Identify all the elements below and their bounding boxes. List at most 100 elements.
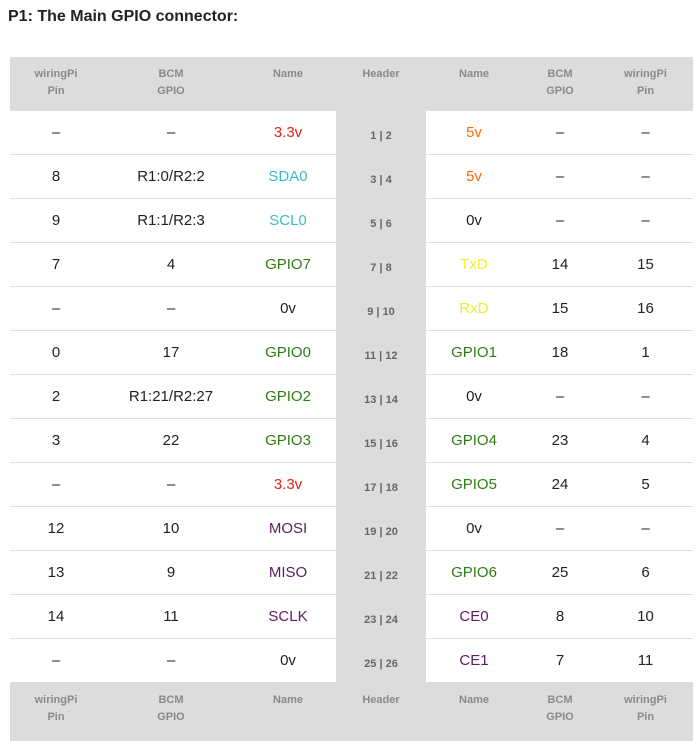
wiringpi-pin-right: – bbox=[598, 154, 693, 199]
table-row: 3 22 GPIO3 15 | 16 GPIO4 23 4 bbox=[10, 418, 693, 463]
bcm-gpio-right: 18 bbox=[522, 330, 598, 375]
bcm-gpio-left: 22 bbox=[102, 418, 240, 463]
bcm-gpio-left: 9 bbox=[102, 550, 240, 595]
header-pins: 23 | 24 bbox=[336, 594, 426, 639]
wiringpi-pin-left: 13 bbox=[10, 550, 102, 595]
pin-name-left: SDA0 bbox=[240, 154, 336, 199]
table-row: 8 R1:0/R2:2 SDA0 3 | 4 5v – – bbox=[10, 154, 693, 199]
bcm-gpio-left: R1:0/R2:2 bbox=[102, 154, 240, 199]
table-row: – –0v 9 | 10 RxD 15 16 bbox=[10, 286, 693, 331]
col-footer-wiringpi-right: wiringPi Pin bbox=[598, 682, 693, 741]
bcm-gpio-right: 7 bbox=[522, 638, 598, 683]
col-footer-bcm-left: BCM GPIO bbox=[102, 682, 240, 741]
wiringpi-pin-left: 7 bbox=[10, 242, 102, 287]
gpio-pinout-table: wiringPi Pin BCM GPIO Name Header Name B… bbox=[10, 57, 693, 741]
pin-name-left: GPIO3 bbox=[240, 418, 336, 463]
wiringpi-pin-right: 5 bbox=[598, 462, 693, 507]
bcm-gpio-left: – bbox=[102, 109, 240, 155]
wiringpi-pin-left: – bbox=[10, 462, 102, 507]
header-pins: 19 | 20 bbox=[336, 506, 426, 551]
bcm-gpio-left: – bbox=[102, 286, 240, 331]
col-footer-wiringpi-left: wiringPi Pin bbox=[10, 682, 102, 741]
wiringpi-pin-left: 12 bbox=[10, 506, 102, 551]
pin-name-right: CE0 bbox=[426, 594, 522, 639]
pin-name-right: GPIO5 bbox=[426, 462, 522, 507]
bcm-gpio-right: 15 bbox=[522, 286, 598, 331]
pin-name-left: GPIO7 bbox=[240, 242, 336, 287]
table-row: – –3.3v 17 | 18 GPIO5 24 5 bbox=[10, 462, 693, 507]
bcm-gpio-left: R1:21/R2:27 bbox=[102, 374, 240, 419]
col-footer-name-right: Name bbox=[426, 682, 522, 741]
bcm-gpio-right: – bbox=[522, 109, 598, 155]
pin-name-left: 0v bbox=[240, 286, 336, 331]
table-body: – –3.3v 1 | 2 5v – –8 R1:0/R2:2 SDA0 3 | 4 5v – –9 R… bbox=[10, 109, 693, 683]
wiringpi-pin-right: 15 bbox=[598, 242, 693, 287]
col-header-bcm-left: BCM GPIO bbox=[102, 57, 240, 110]
wiringpi-pin-right: 11 bbox=[598, 638, 693, 683]
page-title: P1: The Main GPIO connector: bbox=[8, 8, 239, 25]
table-row: 9 R1:1/R2:3 SCL0 5 | 6 0v – – bbox=[10, 198, 693, 243]
pin-name-left: SCLK bbox=[240, 594, 336, 639]
col-header-wiringpi-left: wiringPi Pin bbox=[10, 57, 102, 110]
bcm-gpio-left: 17 bbox=[102, 330, 240, 375]
wiringpi-pin-left: 14 bbox=[10, 594, 102, 639]
table-footer: wiringPi Pin BCM GPIO Name Header Name B… bbox=[10, 682, 693, 741]
header-pins: 5 | 6 bbox=[336, 198, 426, 243]
pin-name-left: MISO bbox=[240, 550, 336, 595]
bcm-gpio-left: R1:1/R2:3 bbox=[102, 198, 240, 243]
table-row: 2 R1:21/R2:27 GPIO2 13 | 14 0v – – bbox=[10, 374, 693, 419]
table-row: – –3.3v 1 | 2 5v – – bbox=[10, 109, 693, 155]
wiringpi-pin-right: 6 bbox=[598, 550, 693, 595]
header-pins: 11 | 12 bbox=[336, 330, 426, 375]
bcm-gpio-right: 24 bbox=[522, 462, 598, 507]
col-header-name-left: Name bbox=[240, 57, 336, 110]
footer-row: wiringPi Pin BCM GPIO Name Header Name B… bbox=[10, 682, 693, 741]
header-pins: 3 | 4 bbox=[336, 154, 426, 199]
pin-name-right: GPIO4 bbox=[426, 418, 522, 463]
bcm-gpio-right: 14 bbox=[522, 242, 598, 287]
table-row: – –0v 25 | 26 CE1 7 11 bbox=[10, 638, 693, 683]
wiringpi-pin-left: 9 bbox=[10, 198, 102, 243]
wiringpi-pin-right: 4 bbox=[598, 418, 693, 463]
wiringpi-pin-left: 0 bbox=[10, 330, 102, 375]
pin-name-right: 5v bbox=[426, 109, 522, 155]
wiringpi-pin-left: – bbox=[10, 638, 102, 683]
bcm-gpio-right: – bbox=[522, 198, 598, 243]
pin-name-left: 0v bbox=[240, 638, 336, 683]
wiringpi-pin-left: 2 bbox=[10, 374, 102, 419]
bcm-gpio-right: – bbox=[522, 154, 598, 199]
table-row: 0 17 GPIO0 11 | 12 GPIO1 18 1 bbox=[10, 330, 693, 375]
pin-name-left: GPIO2 bbox=[240, 374, 336, 419]
header-pins: 13 | 14 bbox=[336, 374, 426, 419]
pin-name-right: GPIO6 bbox=[426, 550, 522, 595]
bcm-gpio-left: – bbox=[102, 462, 240, 507]
table-row: 14 11 SCLK 23 | 24 CE0 8 10 bbox=[10, 594, 693, 639]
pin-name-right: GPIO1 bbox=[426, 330, 522, 375]
pin-name-right: 0v bbox=[426, 198, 522, 243]
wiringpi-pin-left: 3 bbox=[10, 418, 102, 463]
pin-name-right: 0v bbox=[426, 506, 522, 551]
bcm-gpio-right: – bbox=[522, 506, 598, 551]
table-header: wiringPi Pin BCM GPIO Name Header Name B… bbox=[10, 57, 693, 110]
bcm-gpio-right: – bbox=[522, 374, 598, 419]
bcm-gpio-right: 25 bbox=[522, 550, 598, 595]
table-row: 13 9 MISO 21 | 22 GPIO6 25 6 bbox=[10, 550, 693, 595]
pin-name-right: 0v bbox=[426, 374, 522, 419]
pin-name-right: 5v bbox=[426, 154, 522, 199]
pin-name-left: MOSI bbox=[240, 506, 336, 551]
wiringpi-pin-right: 10 bbox=[598, 594, 693, 639]
wiringpi-pin-right: – bbox=[598, 374, 693, 419]
header-pins: 1 | 2 bbox=[336, 109, 426, 155]
header-pins: 21 | 22 bbox=[336, 550, 426, 595]
bcm-gpio-left: – bbox=[102, 638, 240, 683]
pin-name-left: SCL0 bbox=[240, 198, 336, 243]
wiringpi-pin-left: 8 bbox=[10, 154, 102, 199]
pin-name-left: 3.3v bbox=[240, 462, 336, 507]
pin-name-left: 3.3v bbox=[240, 109, 336, 155]
wiringpi-pin-right: – bbox=[598, 506, 693, 551]
pin-name-right: CE1 bbox=[426, 638, 522, 683]
header-row: wiringPi Pin BCM GPIO Name Header Name B… bbox=[10, 57, 693, 110]
bcm-gpio-right: 8 bbox=[522, 594, 598, 639]
pin-name-right: TxD bbox=[426, 242, 522, 287]
col-footer-name-left: Name bbox=[240, 682, 336, 741]
